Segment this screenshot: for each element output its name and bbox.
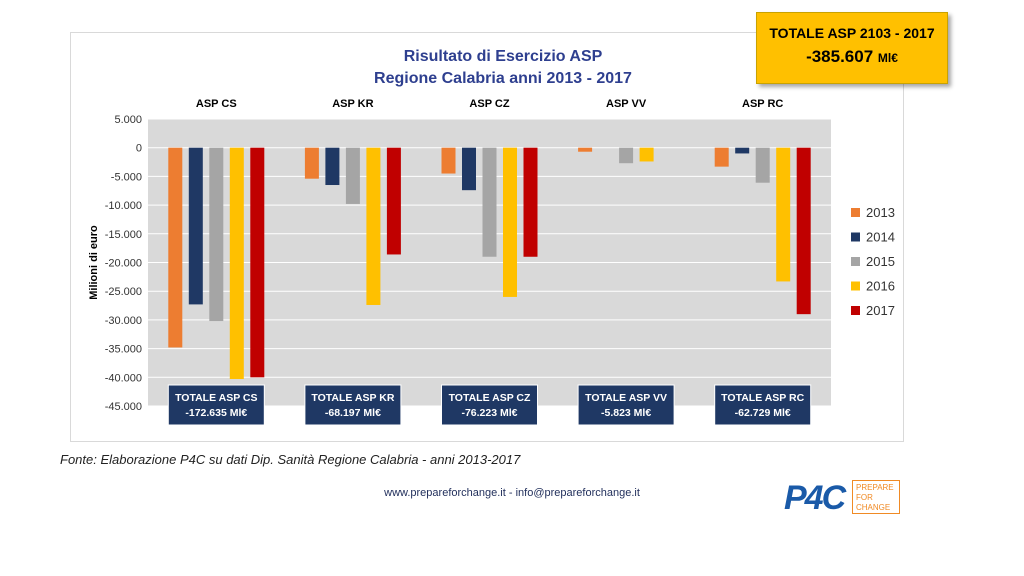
bar-2015-asp-cz xyxy=(482,147,497,257)
contacts-line[interactable]: www.prepareforchange.it - info@preparefo… xyxy=(384,487,640,499)
legend-label-2015: 2015 xyxy=(866,254,895,269)
p4c-logo: P4C PREPARE FOR CHANGE xyxy=(784,478,904,518)
grand-total-box: TOTALE ASP 2103 - 2017 -385.607 Ml€ xyxy=(756,12,948,84)
bar-2016-asp-kr xyxy=(366,147,381,305)
category-label: ASP CZ xyxy=(469,98,509,110)
category-total-label: TOTALE ASP CZ xyxy=(449,392,531,404)
grand-total-label: TOTALE ASP 2103 - 2017 xyxy=(769,25,935,41)
legend-label-2013: 2013 xyxy=(866,205,895,220)
legend-swatch-2016 xyxy=(851,281,860,291)
category-total-value: -76.223 Ml€ xyxy=(461,407,517,419)
y-tick-label: -20.000 xyxy=(105,258,142,270)
bar-2014-asp-kr xyxy=(325,147,340,186)
y-tick-label: -5.000 xyxy=(111,171,142,183)
y-tick-label: -15.000 xyxy=(105,229,142,241)
bar-2014-asp-rc xyxy=(735,147,750,154)
y-tick-label: -35.000 xyxy=(105,344,142,356)
category-total-value: -5.823 Ml€ xyxy=(601,407,651,419)
category-label: ASP RC xyxy=(742,98,783,110)
bar-2016-asp-vv xyxy=(639,147,654,162)
category-total-box xyxy=(167,384,265,426)
legend-label-2016: 2016 xyxy=(866,279,895,294)
category-total-label: TOTALE ASP CS xyxy=(175,392,257,404)
grand-total-value: -385.607 Ml€ xyxy=(806,47,898,66)
logo-tagline: PREPARE FOR CHANGE xyxy=(852,480,900,514)
bar-2014-asp-cz xyxy=(462,147,476,191)
y-tick-label: 0 xyxy=(136,143,142,155)
legend-swatch-2013 xyxy=(851,208,860,217)
category-total-box xyxy=(577,384,675,426)
bar-2017-asp-cz xyxy=(523,147,538,257)
category-total-box xyxy=(304,384,402,426)
bar-2013-asp-cs xyxy=(168,147,183,348)
chart-title-line2: Regione Calabria anni 2013 - 2017 xyxy=(374,70,632,87)
category-total-value: -172.635 Ml€ xyxy=(185,407,247,419)
bar-2014-asp-cs xyxy=(188,147,203,305)
category-total-box xyxy=(714,384,812,426)
bar-2016-asp-rc xyxy=(776,147,791,282)
y-tick-label: -40.000 xyxy=(105,372,142,384)
bar-2015-asp-vv xyxy=(619,147,634,164)
bar-2013-asp-rc xyxy=(714,147,729,167)
category-total-value: -62.729 Ml€ xyxy=(735,407,791,419)
category-total-label: TOTALE ASP VV xyxy=(585,392,667,404)
bar-2017-asp-kr xyxy=(386,147,401,255)
legend-label-2014: 2014 xyxy=(866,230,895,245)
legend-swatch-2017 xyxy=(851,306,860,315)
bar-2017-asp-cs xyxy=(250,147,265,378)
bar-2015-asp-kr xyxy=(345,147,360,204)
bar-2016-asp-cz xyxy=(503,147,517,297)
legend-swatch-2015 xyxy=(851,257,860,266)
category-total-box xyxy=(441,384,538,426)
bar-2013-asp-kr xyxy=(304,147,319,179)
bar-2015-asp-rc xyxy=(755,147,770,183)
category-total-label: TOTALE ASP KR xyxy=(311,392,394,404)
chart-frame: 5.000 0 -5.000 -10.000 -15.000 -20.000 -25.000… xyxy=(70,32,904,442)
y-tick-label: -45.000 xyxy=(105,401,142,413)
bar-2015-asp-cs xyxy=(209,147,224,322)
bar-2013-asp-cz xyxy=(441,147,456,174)
bar-chart: 5.000 0 -5.000 -10.000 -15.000 -20.000 -25.000… xyxy=(88,48,895,426)
bar-2016-asp-cs xyxy=(229,147,244,380)
bar-2017-asp-rc xyxy=(796,147,811,315)
legend-swatch-2014 xyxy=(851,232,860,242)
y-tick-label: -25.000 xyxy=(105,286,142,298)
logo-mark: P4C xyxy=(784,479,846,517)
category-total-label: TOTALE ASP RC xyxy=(721,392,804,404)
legend-label-2017: 2017 xyxy=(866,303,895,318)
y-tick-label: -10.000 xyxy=(105,200,142,212)
source-note: Fonte: Elaborazione P4C su dati Dip. San… xyxy=(60,452,521,467)
y-tick-label: -30.000 xyxy=(105,315,142,327)
bar-2013-asp-vv xyxy=(578,147,593,152)
category-label: ASP CS xyxy=(196,98,237,110)
category-label: ASP VV xyxy=(606,98,647,110)
y-tick-label: 5.000 xyxy=(114,114,142,126)
y-axis-label: Milioni di euro xyxy=(88,225,100,300)
category-total-value: -68.197 Ml€ xyxy=(325,407,381,419)
category-label: ASP KR xyxy=(332,98,373,110)
chart-title-line1: Risultato di Esercizio ASP xyxy=(404,48,603,65)
